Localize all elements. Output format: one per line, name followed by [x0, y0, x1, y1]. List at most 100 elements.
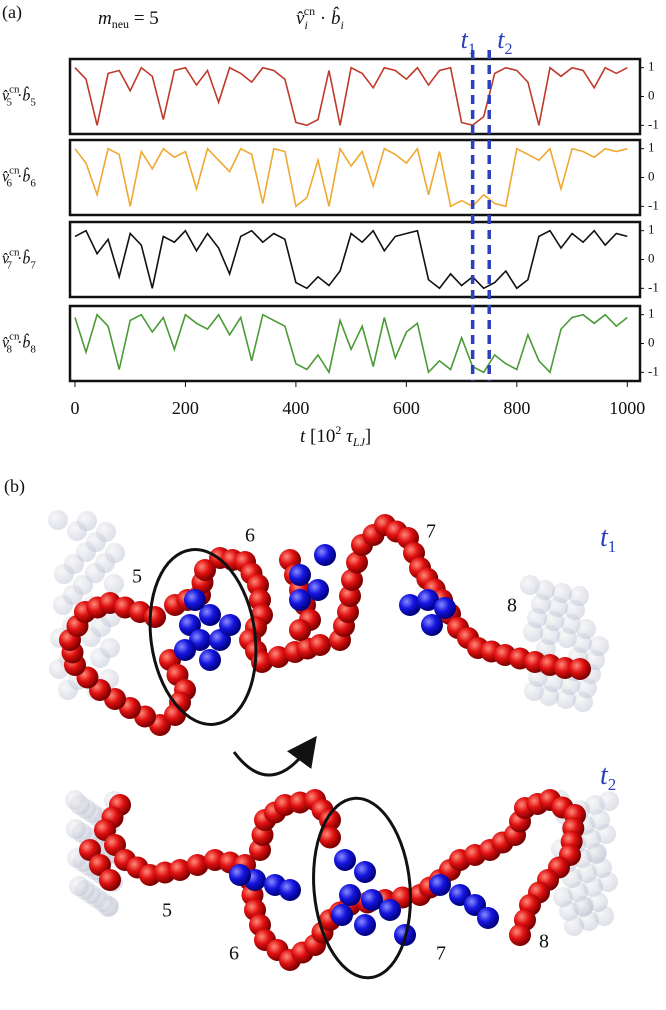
y-tick-label: -1: [648, 363, 659, 378]
time-marker-label: t2: [497, 25, 512, 58]
time-label: t1: [600, 522, 616, 555]
bead: [66, 819, 86, 839]
bead: [69, 876, 89, 896]
series-line: [74, 229, 628, 290]
bead: [331, 904, 353, 926]
bead: [104, 574, 124, 594]
y-axis-label: v̂cn 7 ·b̂7: [2, 246, 36, 271]
bead: [429, 874, 451, 896]
y-tick-label: -1: [648, 279, 659, 294]
bead: [98, 897, 118, 917]
bead: [100, 638, 120, 658]
y-axis-label: v̂cn 5 ·b̂5: [2, 83, 36, 108]
y-tick-label: 1: [648, 222, 655, 237]
transition-arrow: [232, 735, 317, 777]
y-axis-label: v̂cn 8 ·b̂8: [2, 330, 36, 355]
bead: [314, 544, 336, 566]
bead: [289, 619, 311, 641]
chart-title: v̂icn · b̂i: [296, 4, 344, 32]
x-tick-label: 1000: [609, 398, 645, 418]
m-label: mneu = 5: [98, 8, 159, 30]
y-tick-label: 1: [648, 59, 655, 74]
panel-frame: [68, 220, 642, 299]
bead: [307, 579, 329, 601]
y-tick-label: 1: [648, 140, 655, 155]
segment-label: 7: [436, 943, 446, 965]
bead: [553, 887, 573, 907]
panel-label: (a): [2, 2, 22, 23]
bead: [319, 826, 341, 849]
segment-label: 5: [162, 900, 172, 922]
bead: [543, 672, 563, 692]
x-tick-label: 600: [393, 398, 420, 418]
bead: [341, 569, 363, 591]
time-label: t2: [600, 760, 616, 793]
bead: [199, 649, 221, 671]
bead: [434, 597, 456, 619]
bead: [99, 869, 121, 891]
bead: [586, 844, 606, 864]
y-tick-label: 0: [648, 334, 655, 349]
segment-label: 8: [507, 595, 517, 617]
y-tick-label: -1: [648, 116, 659, 131]
bead: [569, 586, 589, 606]
bead: [354, 914, 376, 936]
y-tick-label: 1: [648, 306, 655, 321]
series-line: [74, 146, 628, 208]
series-line: [74, 313, 628, 375]
bead: [279, 879, 301, 901]
x-tick-label: 0: [70, 398, 79, 418]
bead: [199, 604, 221, 626]
bead: [48, 510, 68, 530]
bead: [64, 554, 84, 574]
bead: [339, 585, 361, 607]
bead: [569, 658, 591, 680]
bead: [564, 916, 584, 936]
y-tick-label: 0: [648, 87, 655, 102]
y-tick-label: -1: [648, 197, 659, 212]
bead: [289, 564, 311, 586]
highlight-ellipse: [312, 796, 412, 980]
bead: [73, 575, 93, 595]
y-tick-label: 0: [648, 250, 655, 265]
y-axis-label: v̂cn 6 ·b̂6: [2, 164, 36, 189]
panel-frame: [68, 138, 642, 217]
bead: [164, 704, 186, 726]
bead: [589, 636, 609, 656]
bead: [379, 899, 401, 921]
bead: [70, 795, 90, 815]
panel-label: (b): [4, 476, 25, 497]
bead: [354, 861, 376, 883]
bead: [267, 646, 290, 668]
bead: [144, 606, 166, 628]
bead: [96, 522, 116, 542]
bead: [421, 614, 443, 636]
bead: [576, 619, 596, 639]
time-marker-label: t1: [461, 25, 476, 58]
bead: [194, 559, 216, 581]
bead: [229, 864, 251, 886]
bead: [399, 594, 421, 616]
bead: [339, 884, 361, 906]
bead: [77, 511, 97, 531]
bead: [186, 854, 209, 876]
bead: [361, 889, 383, 911]
bead: [174, 639, 196, 661]
x-tick-label: 400: [282, 398, 309, 418]
segment-label: 7: [426, 521, 436, 543]
bead: [477, 907, 499, 929]
segment-label: 8: [539, 931, 549, 953]
bead: [334, 849, 356, 871]
bead: [184, 589, 206, 611]
y-tick-label: 0: [648, 168, 655, 183]
panel-frame: [68, 304, 642, 383]
x-tick-label: 800: [503, 398, 530, 418]
bead: [599, 791, 619, 811]
bead: [309, 634, 331, 656]
series-line: [74, 66, 628, 127]
bead: [535, 580, 555, 600]
bead: [417, 589, 439, 611]
bead: [509, 924, 531, 946]
bead: [552, 583, 572, 603]
